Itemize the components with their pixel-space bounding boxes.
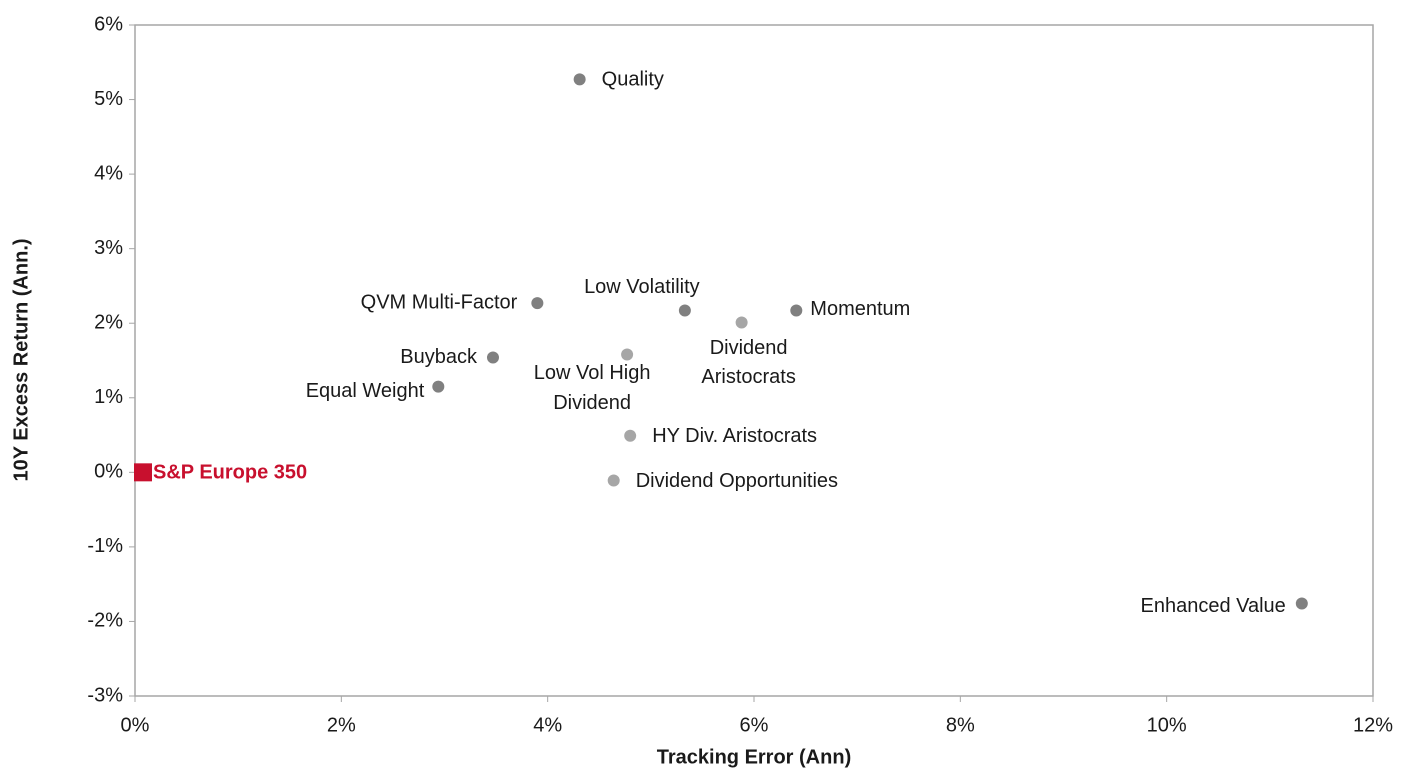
point-label: Momentum [810, 298, 910, 320]
marker [531, 297, 544, 310]
point-label: Low Vol High [534, 362, 651, 384]
y-tick-label: -3% [87, 684, 123, 706]
point-label: S&P Europe 350 [153, 462, 307, 484]
point-label: Aristocrats [701, 366, 795, 388]
y-tick-label: 4% [94, 162, 123, 184]
marker [790, 304, 803, 317]
x-axis-title: Tracking Error (Ann) [657, 746, 851, 768]
marker [607, 474, 620, 487]
point-label: Dividend Opportunities [636, 470, 838, 492]
point-label: HY Div. Aristocrats [652, 425, 817, 447]
marker [573, 73, 586, 86]
marker [1295, 597, 1308, 610]
marker [134, 463, 152, 482]
y-tick-label: 0% [94, 461, 123, 483]
point-label: Equal Weight [306, 380, 425, 402]
y-tick-label: 3% [94, 237, 123, 259]
x-tick-label: 10% [1147, 714, 1187, 736]
x-tick-label: 2% [327, 714, 356, 736]
y-tick-label: 2% [94, 312, 123, 334]
x-tick-label: 12% [1353, 714, 1393, 736]
point-label: Quality [602, 69, 664, 91]
point-label: QVM Multi-Factor [361, 291, 518, 313]
marker [432, 380, 445, 393]
y-tick-label: 6% [94, 13, 123, 35]
x-tick-label: 6% [740, 714, 769, 736]
y-tick-label: 1% [94, 386, 123, 408]
x-tick-label: 4% [533, 714, 562, 736]
y-tick-label: -1% [87, 535, 123, 557]
marker [486, 351, 499, 364]
y-tick-label: 5% [94, 88, 123, 110]
y-axis-title: 10Y Excess Return (Ann.) [10, 238, 32, 481]
point-label: Buyback [400, 346, 478, 368]
marker [735, 316, 748, 329]
marker [678, 304, 691, 317]
y-tick-label: -2% [87, 610, 123, 632]
x-tick-label: 8% [946, 714, 975, 736]
x-tick-label: 0% [121, 714, 150, 736]
point-label: Dividend [553, 392, 631, 414]
marker [624, 429, 637, 442]
point-label: Low Volatility [584, 276, 700, 298]
point-label: Enhanced Value [1141, 595, 1286, 617]
marker [621, 348, 634, 361]
point-label: Dividend [710, 337, 788, 359]
